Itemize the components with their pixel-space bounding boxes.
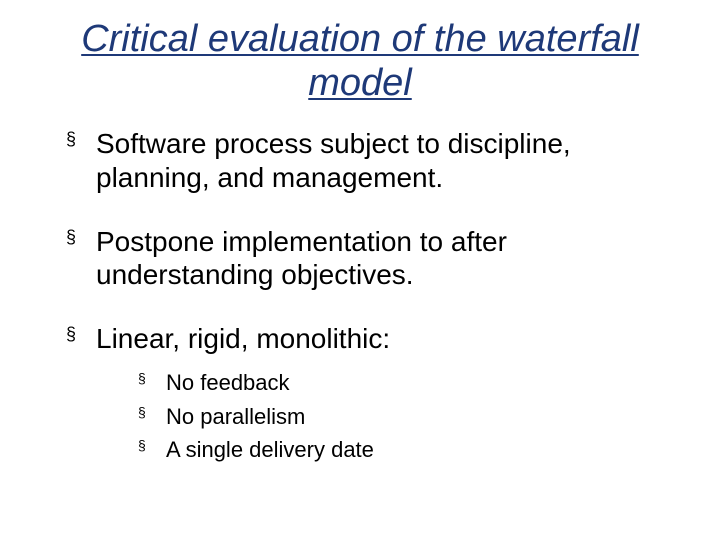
- list-item-text: A single delivery date: [166, 437, 374, 462]
- list-item: No feedback: [138, 369, 680, 397]
- list-item-text: No feedback: [166, 370, 290, 395]
- list-item: No parallelism: [138, 403, 680, 431]
- list-item-text: Software process subject to discipline, …: [96, 128, 571, 193]
- slide: Critical evaluation of the waterfall mod…: [0, 0, 720, 540]
- list-item-text: No parallelism: [166, 404, 305, 429]
- sub-bullet-list: No feedback No parallelism A single deli…: [96, 369, 680, 464]
- bullet-list: Software process subject to discipline, …: [40, 127, 680, 463]
- list-item-text: Postpone implementation to after underst…: [96, 226, 507, 291]
- slide-title: Critical evaluation of the waterfall mod…: [40, 18, 680, 105]
- list-item: Linear, rigid, monolithic: No feedback N…: [66, 322, 680, 464]
- list-item: Software process subject to discipline, …: [66, 127, 680, 194]
- list-item: A single delivery date: [138, 436, 680, 464]
- list-item-text: Linear, rigid, monolithic:: [96, 323, 390, 354]
- list-item: Postpone implementation to after underst…: [66, 225, 680, 292]
